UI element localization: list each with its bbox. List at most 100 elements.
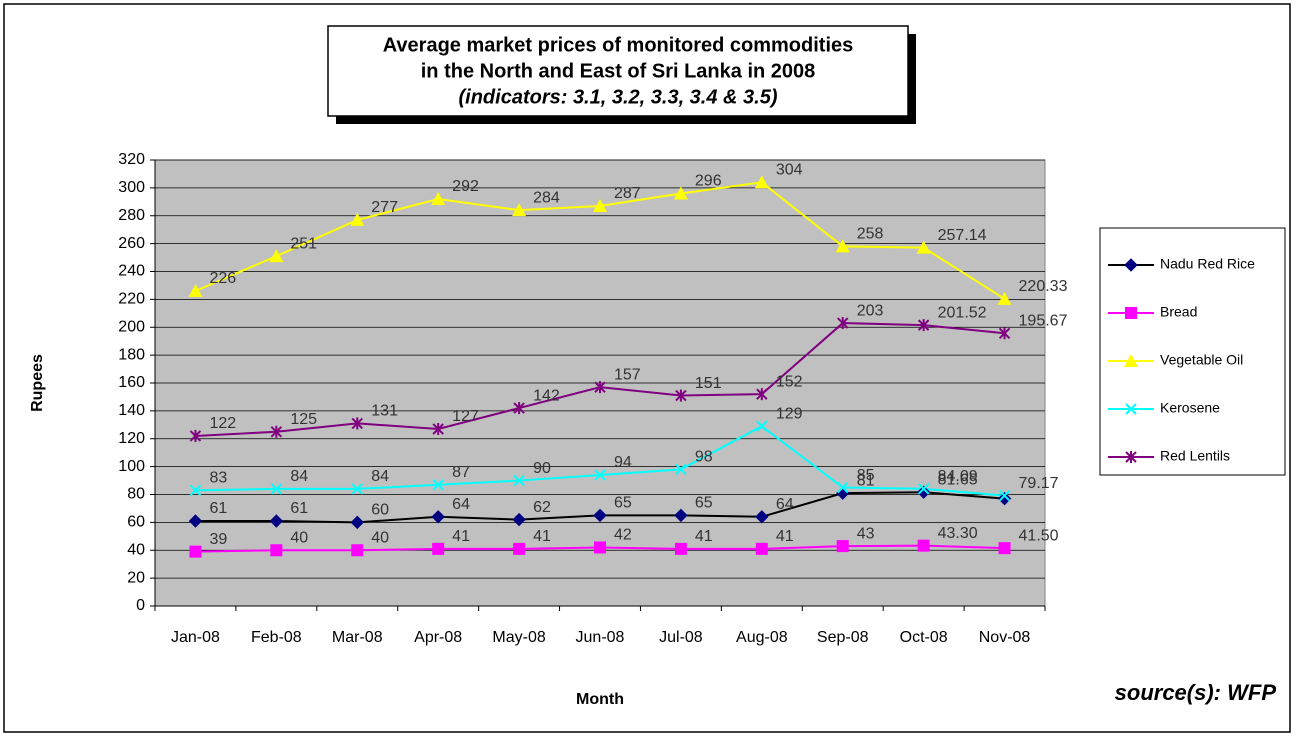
data-point bbox=[350, 515, 364, 530]
data-label: 61 bbox=[290, 500, 308, 517]
data-label: 41 bbox=[452, 528, 470, 545]
data-label: 226 bbox=[209, 270, 236, 287]
data-point bbox=[916, 240, 931, 254]
legend-label: Kerosene bbox=[1160, 400, 1220, 416]
marker-shape bbox=[594, 541, 606, 554]
legend-marker bbox=[1124, 354, 1138, 367]
marker-shape bbox=[513, 542, 526, 555]
data-point bbox=[917, 319, 930, 332]
data-label: 83 bbox=[209, 470, 227, 487]
marker-shape bbox=[1124, 258, 1138, 272]
data-point bbox=[432, 479, 444, 491]
y-tick-label: 100 bbox=[118, 458, 145, 475]
data-point bbox=[188, 284, 203, 298]
data-point bbox=[594, 381, 606, 394]
data-label: 42 bbox=[614, 527, 632, 544]
marker-shape bbox=[270, 483, 283, 495]
data-label: 65 bbox=[695, 495, 713, 512]
data-label: 203 bbox=[857, 302, 884, 319]
marker-shape bbox=[593, 198, 607, 212]
marker-shape bbox=[755, 542, 768, 555]
marker-shape bbox=[189, 484, 202, 497]
legend-marker bbox=[1125, 307, 1137, 319]
marker-shape bbox=[997, 491, 1012, 506]
data-point bbox=[593, 508, 607, 523]
data-label: 81 bbox=[857, 472, 875, 489]
data-point bbox=[432, 422, 444, 435]
data-point bbox=[270, 483, 283, 495]
marker-shape bbox=[837, 481, 849, 494]
x-tick-label: May-08 bbox=[492, 629, 545, 646]
data-point bbox=[351, 483, 363, 495]
x-tick-label: Aug-08 bbox=[736, 629, 788, 646]
data-point bbox=[189, 429, 202, 442]
data-point bbox=[431, 510, 445, 524]
data-point bbox=[512, 203, 527, 217]
data-label: 152 bbox=[776, 373, 803, 390]
y-axis-label: Rupees bbox=[29, 354, 46, 412]
data-label: 292 bbox=[452, 178, 479, 195]
data-label: 90 bbox=[533, 460, 551, 477]
marker-shape bbox=[998, 489, 1011, 502]
x-tick-label: Sep-08 bbox=[817, 629, 869, 646]
marker-shape bbox=[593, 508, 607, 523]
data-label: 287 bbox=[614, 185, 641, 202]
marker-shape bbox=[431, 510, 445, 524]
data-label: 60 bbox=[371, 502, 389, 519]
data-point bbox=[998, 489, 1011, 502]
data-label: 84.09 bbox=[938, 468, 978, 485]
data-label: 151 bbox=[695, 375, 722, 392]
data-label: 41 bbox=[695, 528, 713, 545]
data-point bbox=[594, 541, 606, 554]
data-point bbox=[998, 327, 1011, 340]
data-point bbox=[837, 317, 849, 330]
data-label: 43 bbox=[857, 525, 875, 542]
marker-shape bbox=[674, 542, 687, 555]
x-tick-label: Jul-08 bbox=[659, 629, 703, 646]
chart-subtitle: (indicators: 3.1, 3.2, 3.3, 3.4 & 3.5) bbox=[458, 86, 777, 108]
x-tick-label: Apr-08 bbox=[414, 629, 462, 646]
y-tick-label: 40 bbox=[127, 541, 145, 558]
data-label: 127 bbox=[452, 408, 479, 425]
marker-shape bbox=[917, 539, 930, 552]
data-point bbox=[754, 175, 769, 189]
data-label: 277 bbox=[371, 199, 398, 216]
x-tick-label: Feb-08 bbox=[251, 629, 302, 646]
source-note: source(s): WFP bbox=[1115, 680, 1277, 705]
marker-shape bbox=[432, 479, 444, 491]
y-tick-label: 200 bbox=[118, 318, 145, 335]
data-label: 39 bbox=[209, 531, 227, 548]
data-label: 142 bbox=[533, 387, 560, 404]
data-label: 94 bbox=[614, 454, 632, 471]
y-tick-label: 20 bbox=[127, 569, 145, 586]
data-label: 131 bbox=[371, 403, 398, 420]
marker-shape bbox=[270, 544, 283, 557]
y-tick-label: 160 bbox=[118, 374, 145, 391]
y-tick-label: 300 bbox=[118, 179, 145, 196]
y-tick-label: 180 bbox=[118, 346, 145, 363]
data-point bbox=[837, 481, 849, 494]
data-point bbox=[269, 249, 284, 263]
data-point bbox=[675, 389, 687, 402]
marker-shape bbox=[755, 510, 769, 524]
marker-shape bbox=[1125, 307, 1137, 319]
marker-shape bbox=[594, 469, 606, 481]
data-label: 122 bbox=[209, 415, 236, 432]
y-tick-label: 280 bbox=[118, 207, 145, 224]
x-tick-label: Jan-08 bbox=[171, 629, 220, 646]
marker-shape bbox=[513, 474, 525, 487]
marker-shape bbox=[269, 249, 284, 263]
marker-shape bbox=[998, 542, 1011, 555]
data-point bbox=[997, 291, 1012, 305]
data-label: 41.50 bbox=[1019, 527, 1059, 544]
x-axis-label: Month bbox=[576, 691, 624, 708]
data-label: 61 bbox=[209, 500, 227, 517]
data-label: 284 bbox=[533, 189, 560, 206]
data-label: 87 bbox=[452, 464, 470, 481]
marker-shape bbox=[351, 483, 363, 495]
data-label: 40 bbox=[290, 529, 308, 546]
marker-shape bbox=[188, 514, 203, 528]
x-tick-label: Jun-08 bbox=[576, 629, 625, 646]
data-label: 65 bbox=[614, 495, 632, 512]
data-point bbox=[917, 483, 930, 495]
